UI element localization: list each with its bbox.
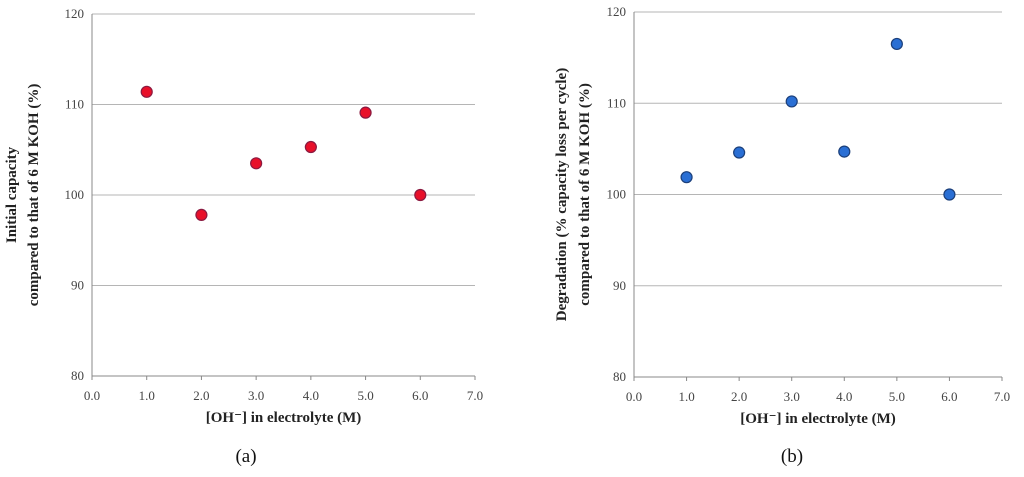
data-point-b-5	[890, 37, 903, 51]
chart-panel-a: 80 90 100 110 120 0.0 1.0 2.0 3.0 4.0 5.0 6.0 7.0 [OH…	[4, 6, 483, 468]
data-point-a-5	[359, 106, 372, 119]
ytick-label-b-120: 120	[607, 4, 627, 19]
xtick-label-a-0.0: 0.0	[84, 388, 100, 403]
ytick-label-b-110: 110	[607, 95, 626, 110]
caption-a-text: (a)	[235, 446, 257, 467]
data-point-a-3	[250, 157, 263, 170]
xtick-label-a-6.0: 6.0	[412, 388, 428, 403]
chart-b-svg: 80 90 100 110 120 0.0 1.0 2.0 3.0 4.0 5.0 6.0 7.0 [OH…	[554, 4, 1010, 427]
caption-a: (a)	[196, 446, 296, 468]
y-axis-label-a-line1: Initial capacity	[4, 146, 20, 243]
data-point-b-3	[785, 95, 798, 108]
xtick-label-b-0.0: 0.0	[626, 389, 642, 404]
xtick-label-b-4.0: 4.0	[836, 389, 852, 404]
xtick-label-a-7.0: 7.0	[467, 388, 483, 403]
x-axis-label-a: [OH⁻] in electrolyte (M)	[206, 410, 362, 426]
ytick-label-b-80: 80	[613, 369, 626, 384]
xtick-label-a-4.0: 4.0	[303, 388, 319, 403]
y-axis-label-b-line2: compared to that of 6 M KOH (%)	[577, 83, 593, 306]
chart-a-svg: 80 90 100 110 120 0.0 1.0 2.0 3.0 4.0 5.0 6.0 7.0 [OH…	[4, 6, 483, 426]
ytick-label-a-100: 100	[65, 187, 85, 202]
y-axis-label-b-line1: Degradation (% capacity loss per cycle)	[554, 68, 570, 321]
xtick-label-b-1.0: 1.0	[678, 389, 694, 404]
xtick-label-a-5.0: 5.0	[357, 388, 373, 403]
data-point-a-1	[140, 85, 153, 98]
xtick-label-b-6.0: 6.0	[941, 389, 957, 404]
xtick-label-b-7.0: 7.0	[994, 389, 1010, 404]
caption-b-text: (b)	[780, 446, 804, 467]
xtick-label-a-1.0: 1.0	[139, 388, 155, 403]
y-axis-label-a-line2: compared to that of 6 M KOH (%)	[26, 84, 42, 307]
data-point-b-6	[943, 188, 956, 201]
chart-panel-b: 80 90 100 110 120 0.0 1.0 2.0 3.0 4.0 5.0 6.0 7.0 [OH…	[512, 0, 1024, 477]
x-axis-label-b: [OH⁻] in electrolyte (M)	[740, 411, 896, 427]
ytick-label-a-90: 90	[71, 278, 84, 293]
ytick-label-a-110: 110	[65, 97, 84, 112]
xtick-label-b-5.0: 5.0	[889, 389, 905, 404]
data-point-a-2	[195, 208, 208, 222]
ytick-label-a-120: 120	[65, 6, 85, 21]
xtick-label-a-3.0: 3.0	[248, 388, 264, 403]
xtick-label-b-2.0: 2.0	[731, 389, 747, 404]
data-point-b-4	[838, 145, 851, 158]
xtick-label-a-2.0: 2.0	[193, 388, 209, 403]
xtick-label-b-3.0: 3.0	[784, 389, 800, 404]
data-point-b-2	[733, 146, 746, 159]
data-point-b-1	[680, 171, 693, 184]
data-point-a-6	[414, 188, 427, 202]
ytick-label-b-100: 100	[607, 187, 627, 202]
ytick-label-b-90: 90	[613, 278, 626, 293]
data-point-a-4	[304, 140, 317, 154]
ytick-label-a-80: 80	[71, 368, 84, 383]
caption-b: (b)	[742, 446, 842, 468]
